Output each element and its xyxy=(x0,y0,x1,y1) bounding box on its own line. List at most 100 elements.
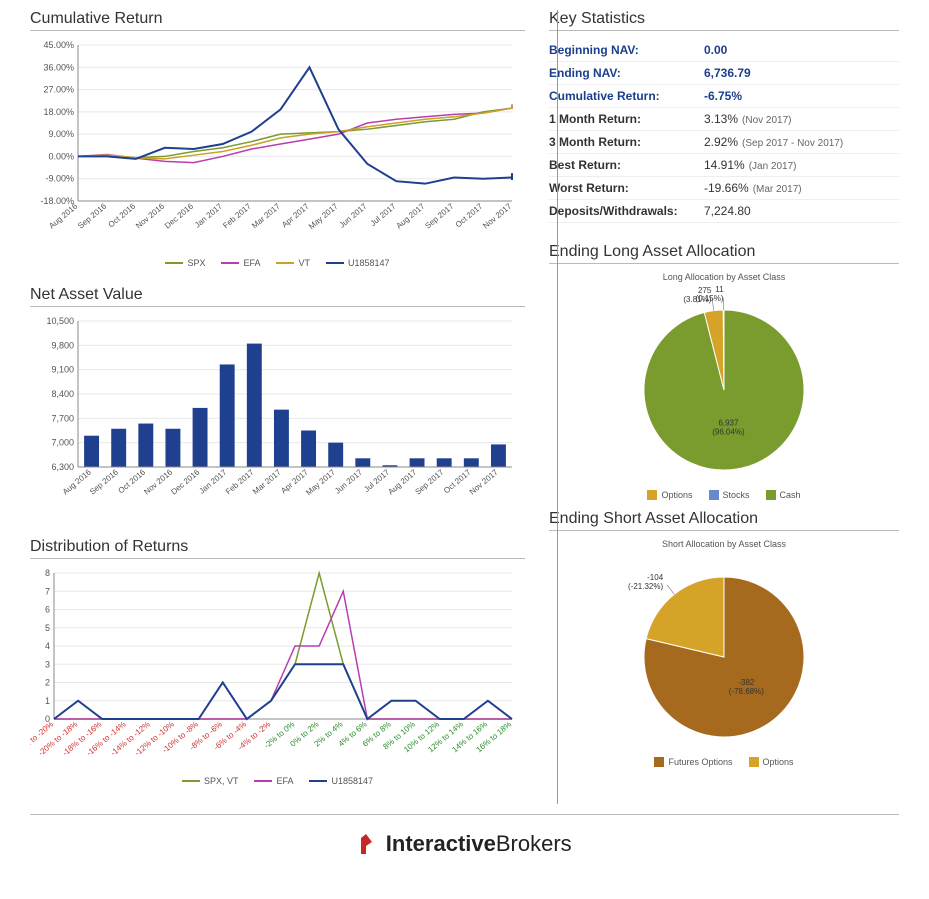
stat-label: Best Return: xyxy=(549,158,704,172)
legend-swatch xyxy=(182,780,200,782)
legend-item: SPX, VT xyxy=(182,776,239,786)
svg-text:2: 2 xyxy=(45,678,50,688)
stat-row: 1 Month Return:3.13%(Nov 2017) xyxy=(549,108,899,131)
nav-title: Net Asset Value xyxy=(30,286,525,307)
svg-text:Oct 2016: Oct 2016 xyxy=(106,201,137,229)
svg-text:(96.04%): (96.04%) xyxy=(712,428,745,437)
svg-text:Sep 2017: Sep 2017 xyxy=(413,467,445,496)
svg-text:6: 6 xyxy=(45,605,50,615)
legend-item: EFA xyxy=(254,776,293,786)
svg-text:Nov 2016: Nov 2016 xyxy=(142,467,174,496)
svg-text:Sep 2017: Sep 2017 xyxy=(423,201,455,230)
stat-value: -6.75% xyxy=(704,89,742,103)
svg-text:27.00%: 27.00% xyxy=(43,85,74,95)
svg-text:5: 5 xyxy=(45,623,50,633)
legend-label: U1858147 xyxy=(348,258,390,268)
stat-row: Beginning NAV:0.00 xyxy=(549,39,899,62)
long-alloc-legend: Options Stocks Cash xyxy=(549,490,899,500)
cumulative-return-chart: -18.00%-9.00%0.00%9.00%18.00%27.00%36.00… xyxy=(30,39,520,249)
legend-item: Options xyxy=(647,490,692,500)
svg-text:36.00%: 36.00% xyxy=(43,62,74,72)
svg-text:Dec 2016: Dec 2016 xyxy=(163,201,195,230)
legend-label: Cash xyxy=(780,490,801,500)
legend-item: Futures Options xyxy=(654,757,732,767)
svg-text:9,100: 9,100 xyxy=(51,365,74,375)
svg-text:0.00%: 0.00% xyxy=(48,151,74,161)
legend-swatch xyxy=(326,262,344,264)
stat-label: Worst Return: xyxy=(549,181,704,195)
stat-label: 1 Month Return: xyxy=(549,112,704,126)
svg-text:Dec 2016: Dec 2016 xyxy=(169,467,201,496)
svg-text:May 2017: May 2017 xyxy=(304,467,337,497)
legend-label: Stocks xyxy=(723,490,750,500)
legend-label: VT xyxy=(298,258,310,268)
cumulative-legend: SPX EFA VT U1858147 xyxy=(30,258,525,268)
stats-title: Key Statistics xyxy=(549,10,899,31)
short-alloc-legend: Futures OptionsOptions xyxy=(549,757,899,767)
legend-label: U1858147 xyxy=(331,776,373,786)
long-alloc-title: Ending Long Asset Allocation xyxy=(549,243,899,264)
legend-label: SPX, VT xyxy=(204,776,239,786)
stat-row: Ending NAV:6,736.79 xyxy=(549,62,899,85)
legend-item: U1858147 xyxy=(309,776,373,786)
cumulative-return-section: Cumulative Return -18.00%-9.00%0.00%9.00… xyxy=(30,10,525,268)
legend-swatch xyxy=(254,780,272,782)
svg-text:45.00%: 45.00% xyxy=(43,40,74,50)
stat-row: Worst Return:-19.66%(Mar 2017) xyxy=(549,177,899,200)
stat-value: -19.66%(Mar 2017) xyxy=(704,181,802,195)
svg-text:May 2017: May 2017 xyxy=(307,201,340,231)
legend-item: VT xyxy=(276,258,310,268)
svg-text:Jan 2017: Jan 2017 xyxy=(193,201,224,229)
stat-value: 7,224.80 xyxy=(704,204,751,218)
short-alloc-pie: -382(-78.68%)-104(-21.32%) xyxy=(554,553,894,753)
legend-label: SPX xyxy=(187,258,205,268)
legend-label: Options xyxy=(661,490,692,500)
svg-text:Mar 2017: Mar 2017 xyxy=(250,201,282,230)
stat-label: Cumulative Return: xyxy=(549,89,704,103)
svg-text:3: 3 xyxy=(45,659,50,669)
legend-swatch xyxy=(749,757,759,767)
stat-row: Deposits/Withdrawals:7,224.80 xyxy=(549,200,899,223)
cumulative-title: Cumulative Return xyxy=(30,10,525,31)
svg-text:(-21.32%): (-21.32%) xyxy=(628,582,663,591)
svg-text:7: 7 xyxy=(45,586,50,596)
svg-text:10,500: 10,500 xyxy=(46,316,74,326)
column-divider xyxy=(557,10,558,804)
svg-text:Feb 2017: Feb 2017 xyxy=(221,201,253,230)
svg-text:Aug 2017: Aug 2017 xyxy=(386,467,418,496)
legend-label: EFA xyxy=(276,776,293,786)
short-alloc-title: Ending Short Asset Allocation xyxy=(549,510,899,531)
dist-title: Distribution of Returns xyxy=(30,538,525,559)
legend-swatch xyxy=(165,262,183,264)
legend-label: Futures Options xyxy=(668,757,732,767)
legend-swatch xyxy=(221,262,239,264)
dist-legend: SPX, VT EFA U1858147 xyxy=(30,776,525,786)
stat-label: Deposits/Withdrawals: xyxy=(549,204,704,218)
brand-logo-icon xyxy=(357,832,377,861)
legend-swatch xyxy=(309,780,327,782)
svg-text:9,800: 9,800 xyxy=(51,340,74,350)
nav-chart: 6,3007,0007,7008,4009,1009,80010,500Aug … xyxy=(30,315,520,515)
svg-text:Nov 2016: Nov 2016 xyxy=(134,201,166,230)
svg-text:9.00%: 9.00% xyxy=(48,129,74,139)
svg-text:Jun 2017: Jun 2017 xyxy=(338,201,369,229)
dist-section: Distribution of Returns 012345678% to -2… xyxy=(30,538,525,786)
legend-swatch xyxy=(654,757,664,767)
stat-value: 6,736.79 xyxy=(704,66,751,80)
nav-section: Net Asset Value 6,3007,0007,7008,4009,10… xyxy=(30,286,525,520)
svg-text:6,300: 6,300 xyxy=(51,462,74,472)
svg-text:Jun 2017: Jun 2017 xyxy=(333,467,364,495)
svg-text:18.00%: 18.00% xyxy=(43,107,74,117)
svg-text:(-78.68%): (-78.68%) xyxy=(729,687,764,696)
svg-text:Mar 2017: Mar 2017 xyxy=(251,467,283,496)
legend-item: U1858147 xyxy=(326,258,390,268)
stat-value: 3.13%(Nov 2017) xyxy=(704,112,792,126)
legend-label: EFA xyxy=(243,258,260,268)
brand-footer: InteractiveBrokers xyxy=(30,814,899,869)
svg-text:Nov 2017: Nov 2017 xyxy=(468,467,500,496)
legend-swatch xyxy=(709,490,719,500)
stat-value: 14.91%(Jan 2017) xyxy=(704,158,797,172)
svg-text:7,000: 7,000 xyxy=(51,438,74,448)
stat-label: Beginning NAV: xyxy=(549,43,704,57)
svg-text:Oct 2017: Oct 2017 xyxy=(454,201,485,229)
